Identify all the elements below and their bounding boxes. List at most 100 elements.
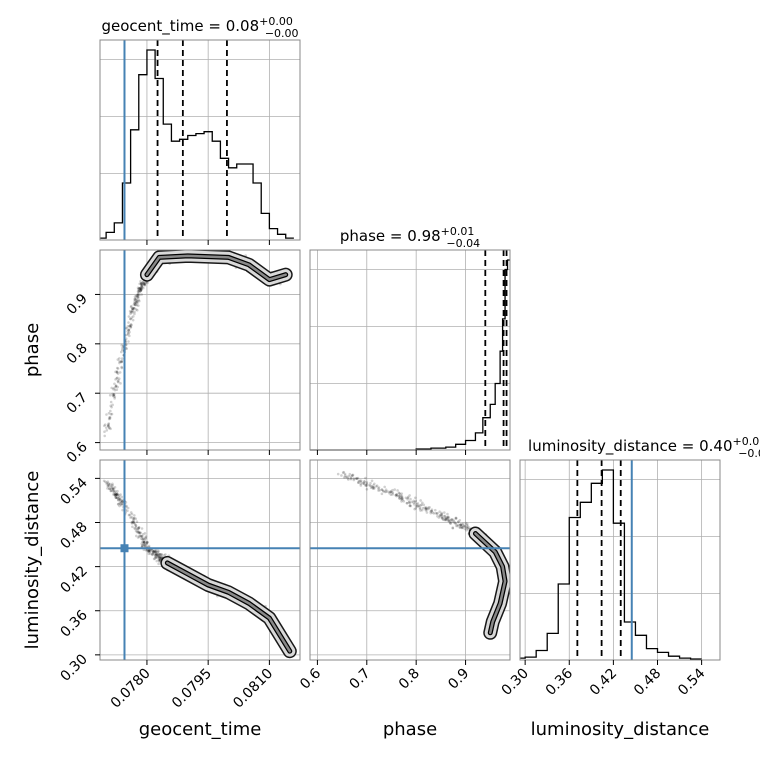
sample-point [140,534,144,538]
sample-point [429,510,432,513]
title-geocent_time: geocent_time = 0.08+0.00 −0.00 [101,15,298,40]
sample-point [397,491,401,495]
sample-point [153,551,157,554]
sample-point [140,282,143,285]
sample-point [120,359,124,363]
sample-point [444,516,448,519]
sample-point [155,559,159,563]
sample-point [115,493,118,496]
sample-point [137,296,140,300]
sample-point [132,518,136,522]
sample-point [116,496,119,500]
sample-point [134,517,138,521]
sample-point [399,494,403,498]
sample-point [357,481,360,484]
sample-point [446,518,449,521]
sample-point [136,530,140,534]
panel-frame-luminosity_distance [519,459,721,661]
sample-point [466,522,469,526]
sample-point [151,552,155,556]
sample-point [131,307,134,310]
sample-point [440,512,444,516]
sample-point [462,524,466,528]
sample-point [120,502,124,506]
sample-point [139,289,142,292]
sample-point [395,494,398,498]
sample-point [141,280,145,284]
sample-point [112,493,115,496]
x-axis-label-geocent_time: geocent_time [139,719,262,740]
sample-point [132,315,135,318]
sample-point [154,553,158,557]
sample-point [111,488,115,491]
sample-point [113,492,117,496]
sample-point [388,491,391,495]
sample-point [442,514,446,518]
sample-point [417,504,421,508]
sample-point [358,479,362,482]
sample-point [131,311,134,314]
sample-point [351,474,354,478]
sample-point [140,527,144,530]
sample-point [151,553,154,556]
sample-point [454,516,458,520]
sample-point [112,393,116,397]
sample-point [344,475,348,479]
sample-point [127,328,131,331]
sample-point [369,486,373,490]
sample-point [120,500,124,503]
sample-point [148,549,152,552]
sample-point [132,521,136,524]
sample-point [131,517,135,521]
sample-point [429,511,433,515]
scatter-geocent_time-luminosity_distance [100,460,300,660]
sample-point [148,549,151,553]
sample-point [116,367,120,370]
sample-point [139,531,142,534]
sample-point [140,283,143,286]
sample-point [137,526,141,530]
sample-point [118,361,121,365]
sample-point [382,489,385,493]
sample-point [132,306,136,310]
sample-point [462,524,466,528]
sample-point [347,478,350,481]
sample-point [349,477,353,481]
sample-point [164,553,167,556]
sample-point [111,482,114,486]
sample-point [114,496,118,499]
sample-point [141,540,144,544]
title-minus-luminosity_distance: −0.03 [738,447,760,460]
sample-point [130,309,134,313]
sample-point [453,521,456,524]
sample-point [374,485,378,488]
sample-point [460,523,464,526]
sample-point [137,304,140,307]
panel-grid [146,40,270,240]
sample-point [124,337,128,340]
sample-point [112,487,115,491]
sample-point [456,523,460,527]
sample-point [121,498,124,502]
sample-point [128,317,132,321]
x-tick-label: 0.42 [587,666,620,699]
sample-point [129,325,133,329]
sample-point [466,526,469,530]
sample-point [136,299,139,302]
sample-point [143,544,147,548]
sample-point [380,488,384,491]
sample-point [158,552,162,556]
sample-point [363,480,366,483]
sample-point [134,529,138,533]
sample-point [126,506,130,510]
sample-point [115,370,119,373]
sample-point [158,555,161,559]
sample-point [139,289,142,293]
truth-marker [120,544,129,553]
sample-point [144,536,147,540]
sample-point [137,289,141,293]
sample-point [133,301,136,305]
sample-point [454,522,458,526]
sample-point [427,506,430,510]
sample-point [115,371,119,374]
